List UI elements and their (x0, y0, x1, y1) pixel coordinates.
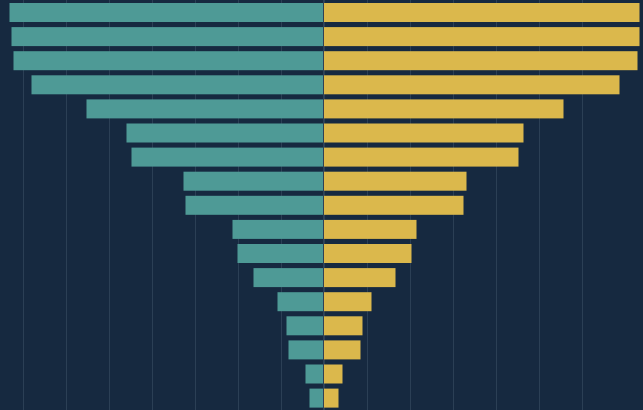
bar-left (31, 75, 324, 95)
bar-left (183, 171, 324, 191)
bar-left (131, 147, 324, 167)
bar-right (323, 51, 638, 71)
bar-left (288, 340, 324, 360)
bar-left (237, 244, 324, 263)
bar-right (323, 147, 519, 167)
bar-left (232, 219, 324, 239)
bar-left (86, 99, 324, 119)
bar-right (323, 27, 640, 47)
bar-right (323, 75, 620, 95)
bar-left (277, 292, 324, 312)
bars (9, 3, 640, 408)
bar-left (13, 51, 324, 71)
bar-left (126, 123, 324, 143)
bar-right (323, 316, 363, 336)
bar-right (323, 171, 467, 191)
bar-right (323, 3, 640, 22)
bar-right (323, 340, 361, 360)
bar-right (323, 99, 564, 119)
bar-right (323, 292, 372, 312)
bar-left (309, 388, 324, 408)
bar-right (323, 219, 417, 239)
bar-right (323, 123, 524, 143)
bar-left (305, 364, 324, 384)
bar-right (323, 364, 343, 384)
bar-right (323, 195, 464, 215)
bar-left (9, 3, 324, 22)
bar-right (323, 388, 339, 408)
bar-left (286, 316, 324, 336)
bar-right (323, 244, 412, 263)
bar-right (323, 268, 396, 288)
bar-left (253, 268, 324, 288)
bar-left (11, 27, 324, 47)
bar-left (185, 195, 324, 215)
